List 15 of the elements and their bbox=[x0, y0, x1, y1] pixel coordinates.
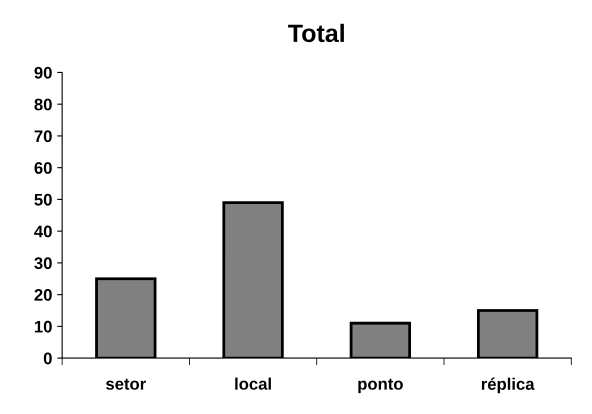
y-tick-label: 60 bbox=[34, 162, 52, 174]
y-tick-label: 0 bbox=[44, 352, 52, 364]
x-tick-label: setor bbox=[106, 378, 146, 390]
y-tick-label: 40 bbox=[34, 226, 52, 238]
y-tick-label: 80 bbox=[34, 98, 52, 110]
x-tick-label: réplica bbox=[482, 378, 535, 394]
y-tick-label: 70 bbox=[34, 130, 52, 142]
x-tick-label: local bbox=[235, 378, 271, 390]
y-tick-label: 90 bbox=[34, 66, 52, 79]
y-tick-label: 20 bbox=[34, 289, 52, 301]
x-tick-label: ponto bbox=[358, 378, 403, 394]
y-tick-label: 50 bbox=[34, 194, 52, 206]
y-tick-label: 30 bbox=[34, 257, 52, 270]
chart-title: Total bbox=[288, 24, 344, 42]
y-tick-label: 10 bbox=[34, 320, 52, 333]
